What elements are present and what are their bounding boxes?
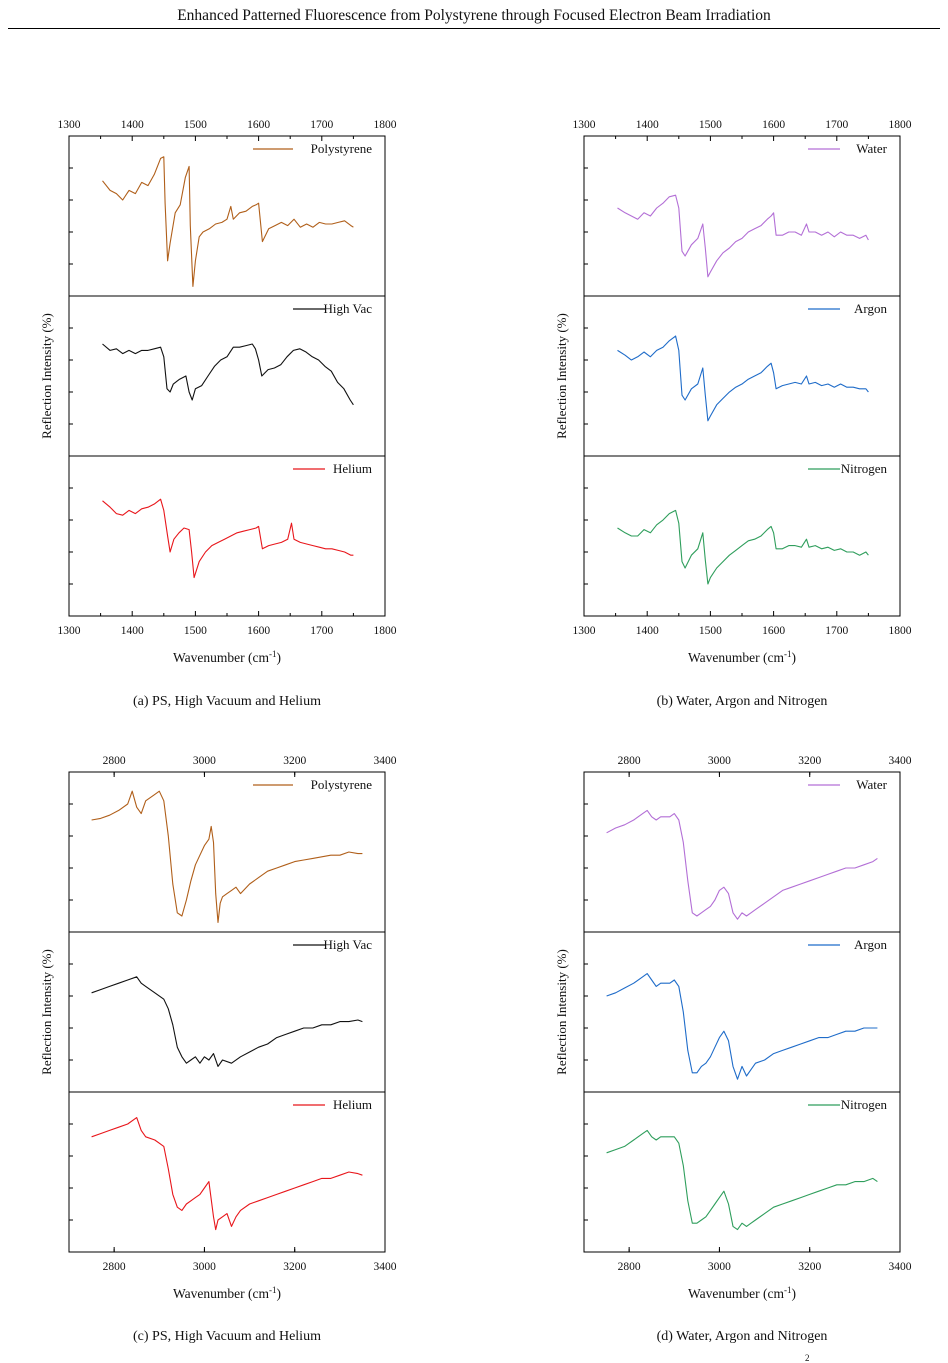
figure-caption: (b) Water, Argon and Nitrogen [657,694,828,709]
legend-label: Argon [854,301,887,316]
x-tick-label-top: 1800 [374,119,397,131]
x-tick-label-top: 3000 [708,755,731,767]
y-axis-label: Reflection Intensity (%) [554,313,569,439]
x-tick-label-bottom: 3400 [889,1261,912,1273]
figure-caption: (d) Water, Argon and Nitrogen [657,1329,828,1344]
x-tick-label-top: 1600 [762,119,785,131]
x-tick-label-top: 1600 [247,119,270,131]
x-tick-label-top: 3400 [889,755,912,767]
figure-caption: (a) PS, High Vacuum and Helium [133,694,321,709]
x-axis-label: Wavenumber (cm-1) [688,1285,796,1301]
legend-label: Helium [333,1097,372,1112]
series-line-high-vac [102,343,354,406]
legend-label: Water [856,777,887,792]
x-tick-label-top: 1400 [636,119,659,131]
series-line-argon [617,335,869,422]
series-line-water [606,809,878,920]
x-tick-label-bottom: 3000 [708,1261,731,1273]
x-tick-label-top: 3400 [374,755,397,767]
x-tick-label-bottom: 3200 [283,1261,306,1273]
x-tick-label-top: 1300 [58,119,81,131]
x-tick-label-bottom: 1800 [889,625,912,637]
legend-label: Helium [333,461,372,476]
legend-label: High Vac [323,301,372,316]
plot-frame [583,771,901,1253]
legend-label: Nitrogen [841,1097,888,1112]
legend-label: High Vac [323,937,372,952]
x-tick-label-top: 2800 [103,755,126,767]
figure-caption: (c) PS, High Vacuum and Helium [133,1329,321,1344]
series-line-nitrogen [617,509,869,585]
chart-panel-b: 1300 1300 1400 1400 1500 1500 1600 1600 1700 1700… [554,119,912,709]
footer-fragment: 2 [805,1353,810,1363]
y-axis-label: Reflection Intensity (%) [554,949,569,1075]
legend-label: Polystyrene [311,141,373,156]
x-tick-label-bottom: 1400 [121,625,144,637]
chart-panel-c: 28002800300030003200320034003400Polystyr… [39,755,397,1344]
header-rule [8,28,940,29]
x-tick-label-bottom: 1300 [58,625,81,637]
x-tick-label-top: 1400 [121,119,144,131]
x-tick-label-top: 1500 [184,119,207,131]
x-axis-label: Wavenumber (cm-1) [173,1285,281,1301]
x-tick-label-bottom: 3400 [374,1261,397,1273]
x-tick-label-bottom: 1600 [247,625,270,637]
series-line-helium [91,1117,363,1231]
series-line-high-vac [91,976,363,1067]
series-line-argon [606,973,878,1080]
x-tick-label-top: 2800 [618,755,641,767]
page-header: Enhanced Patterned Fluorescence from Pol… [0,0,948,40]
x-tick-label-bottom: 1500 [699,625,722,637]
x-tick-label-top: 1700 [825,119,848,131]
series-line-helium [102,498,354,579]
x-tick-label-top: 3000 [193,755,216,767]
x-tick-label-top: 3200 [798,755,821,767]
plot-frame [68,771,386,1253]
series-line-polystyrene [102,156,354,287]
x-axis-label: Wavenumber (cm-1) [173,649,281,665]
x-tick-label-top: 1800 [889,119,912,131]
x-tick-label-top: 1500 [699,119,722,131]
x-tick-label-top: 1300 [573,119,596,131]
legend-label: Polystyrene [311,777,373,792]
series-line-nitrogen [606,1129,878,1231]
x-tick-label-top: 3200 [283,755,306,767]
x-tick-label-bottom: 2800 [618,1261,641,1273]
y-axis-label: Reflection Intensity (%) [39,313,54,439]
x-tick-label-bottom: 1700 [310,625,333,637]
chart-panel-a: 1300 1300 1400 1400 1500 1500 1600 1600 1700 1700… [39,119,397,709]
legend-label: Water [856,141,887,156]
x-tick-label-bottom: 1500 [184,625,207,637]
legend-label: Argon [854,937,887,952]
series-line-polystyrene [91,790,363,923]
x-tick-label-bottom: 1400 [636,625,659,637]
x-tick-label-bottom: 1300 [573,625,596,637]
x-tick-label-bottom: 2800 [103,1261,126,1273]
series-line-water [617,194,869,278]
x-tick-label-bottom: 3200 [798,1261,821,1273]
x-tick-label-bottom: 1700 [825,625,848,637]
running-title: Enhanced Patterned Fluorescence from Pol… [177,7,771,24]
legend-label: Nitrogen [841,461,888,476]
chart-panel-d: 28002800300030003200320034003400WaterArg… [554,755,912,1344]
y-axis-label: Reflection Intensity (%) [39,949,54,1075]
plot-frame [583,135,901,617]
x-tick-label-bottom: 3000 [193,1261,216,1273]
x-tick-label-bottom: 1800 [374,625,397,637]
plot-frame [68,135,386,617]
x-tick-label-top: 1700 [310,119,333,131]
x-axis-label: Wavenumber (cm-1) [688,649,796,665]
x-tick-label-bottom: 1600 [762,625,785,637]
